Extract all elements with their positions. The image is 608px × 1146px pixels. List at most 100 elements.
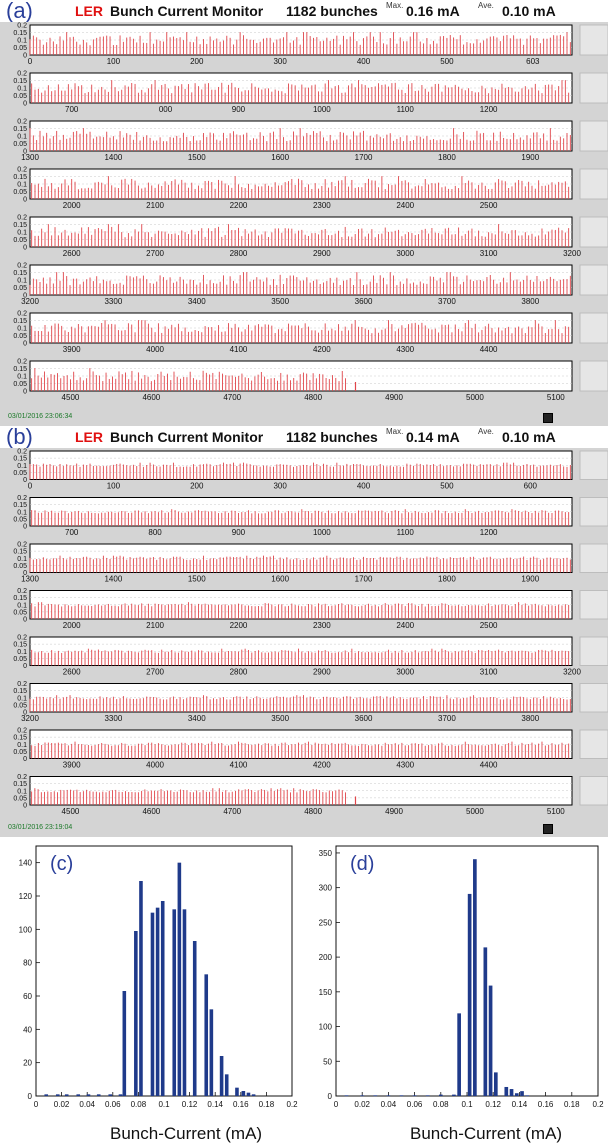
x-tick-label: 0.2 — [286, 1100, 298, 1109]
ring-label: LER — [75, 429, 103, 445]
max-label: Max. — [386, 427, 404, 436]
y-tick-label: 0.05 — [13, 563, 27, 570]
y-tick-label: 0 — [23, 389, 27, 396]
y-tick-label: 0.2 — [17, 449, 27, 456]
y-tick-label: 0 — [23, 524, 27, 531]
y-tick-label: 0.05 — [13, 381, 27, 388]
y-tick-label: 0.15 — [13, 270, 27, 277]
x-tick-label: 700 — [65, 105, 79, 114]
x-tick-label: 0.02 — [354, 1100, 370, 1109]
histogram-bar — [172, 909, 177, 1096]
y-tick-label: 0 — [23, 617, 27, 624]
x-tick-label: 3000 — [396, 249, 414, 258]
strip-row: 00.050.10.150.2 2600 2700 2800 2900 3000 3100 3… — [13, 215, 608, 258]
y-tick-label: 0.1 — [17, 86, 27, 93]
x-tick-label: 4900 — [385, 393, 403, 402]
x-tick-label: 3100 — [480, 249, 498, 258]
y-tick-label: 0.2 — [17, 311, 27, 318]
y-tick-label: 0 — [23, 477, 27, 484]
y-tick-label: 0 — [23, 101, 27, 108]
x-tick-label: 1200 — [480, 105, 498, 114]
y-tick-label: 0.2 — [17, 263, 27, 270]
strip-plot-area — [29, 776, 573, 806]
x-tick-label: 500 — [440, 482, 454, 491]
strip-row: 00.050.10.150.2 700 000 900 1000 1100 1200 — [13, 71, 608, 114]
x-tick-label: 3700 — [438, 714, 456, 723]
x-tick-label: 3600 — [355, 714, 373, 723]
x-tick-label: 4400 — [480, 345, 498, 354]
y-tick-label: 40 — [23, 1025, 32, 1034]
y-tick-label: 50 — [323, 1057, 332, 1066]
histogram-bar — [525, 1095, 530, 1097]
histogram-bar — [118, 1094, 123, 1096]
x-tick-label: 0.12 — [485, 1100, 501, 1109]
x-tick-label: 0.16 — [538, 1100, 554, 1109]
y-tick-label: 0.05 — [13, 141, 27, 148]
x-tick-label: 3800 — [521, 714, 539, 723]
y-tick-label: 0 — [23, 197, 27, 204]
x-tick-label: 4500 — [62, 807, 80, 816]
x-tick-label: 3300 — [104, 714, 122, 723]
y-tick-label: 200 — [319, 953, 333, 962]
x-tick-label: 900 — [232, 528, 246, 537]
save-icon[interactable] — [543, 824, 553, 834]
histogram-bar — [241, 1091, 246, 1096]
x-tick-label: 1600 — [271, 575, 289, 584]
x-tick-label: 000 — [159, 105, 173, 114]
strip-side-button — [579, 120, 608, 152]
histogram-bar — [373, 1095, 378, 1097]
histogram-bar — [44, 1094, 49, 1096]
x-tick-label: 3200 — [21, 297, 39, 306]
strip-side-button — [579, 450, 608, 480]
x-tick-label: 4200 — [313, 761, 331, 770]
strip-side-button — [579, 264, 608, 296]
x-tick-label: 0.1 — [158, 1100, 170, 1109]
x-tick-label: 1000 — [313, 528, 331, 537]
y-tick-label: 0.05 — [13, 93, 27, 100]
x-tick-label: 300 — [273, 482, 287, 491]
panel-letter: (a) — [6, 0, 33, 23]
x-tick-label: 0.08 — [131, 1100, 147, 1109]
histogram-bar — [204, 974, 209, 1096]
strip-side-button — [579, 360, 608, 392]
strip-side-button — [579, 497, 608, 527]
histogram-bar — [483, 947, 488, 1096]
y-tick-label: 0 — [23, 341, 27, 348]
y-tick-label: 150 — [319, 988, 333, 997]
histogram-bar — [452, 1094, 456, 1096]
y-tick-label: 0.05 — [13, 609, 27, 616]
y-tick-label: 0 — [23, 803, 27, 810]
histogram-bar — [514, 1093, 519, 1096]
x-tick-label: 1900 — [521, 575, 539, 584]
y-tick-label: 0.05 — [13, 333, 27, 340]
strip-row: 00.050.10.150.2 3200 3300 3400 3500 3600 3700 3… — [13, 263, 608, 306]
histogram-bar — [150, 912, 155, 1096]
y-tick-label: 0.2 — [17, 728, 27, 735]
x-tick-label: 5000 — [466, 807, 484, 816]
x-tick-label: 1400 — [104, 575, 122, 584]
x-tick-label: 4600 — [142, 807, 160, 816]
x-tick-label: 4300 — [396, 761, 414, 770]
strip-row: 00.050.10.150.2 2000 2100 2200 2300 2400 2500 — [13, 588, 608, 630]
histogram-bar — [55, 1094, 60, 1096]
save-icon[interactable] — [543, 413, 553, 423]
x-tick-label: 3500 — [271, 297, 289, 306]
y-tick-label: 0 — [23, 756, 27, 763]
strip-side-button — [579, 168, 608, 200]
x-tick-label: 900 — [232, 105, 246, 114]
histogram-bar — [493, 1072, 498, 1096]
histogram-bar — [86, 1094, 91, 1096]
bunch-current-strips-a: 00.050.10.150.20 100 200 300 400 500 60300.050… — [13, 23, 608, 402]
strip-side-button — [579, 590, 608, 620]
strip-side-button — [579, 683, 608, 713]
histogram-bar — [386, 1095, 391, 1097]
x-tick-label: 2100 — [146, 621, 164, 630]
histogram-bar — [182, 909, 187, 1096]
y-tick-label: 350 — [319, 849, 333, 858]
x-tick-label: 1300 — [21, 575, 39, 584]
histogram-c: (c) 0 20 40 60 80 100 120 140 0 0.02 0.04 0.06 0.08 0.… — [0, 840, 300, 1146]
histogram-bar — [96, 1094, 101, 1096]
histogram-d: (d) 0 50 100 150 200 250 300 350 0 0.02 0.04 0.06 0.0… — [300, 840, 608, 1146]
x-tick-label: 3400 — [188, 714, 206, 723]
x-tick-label: 400 — [357, 57, 371, 66]
